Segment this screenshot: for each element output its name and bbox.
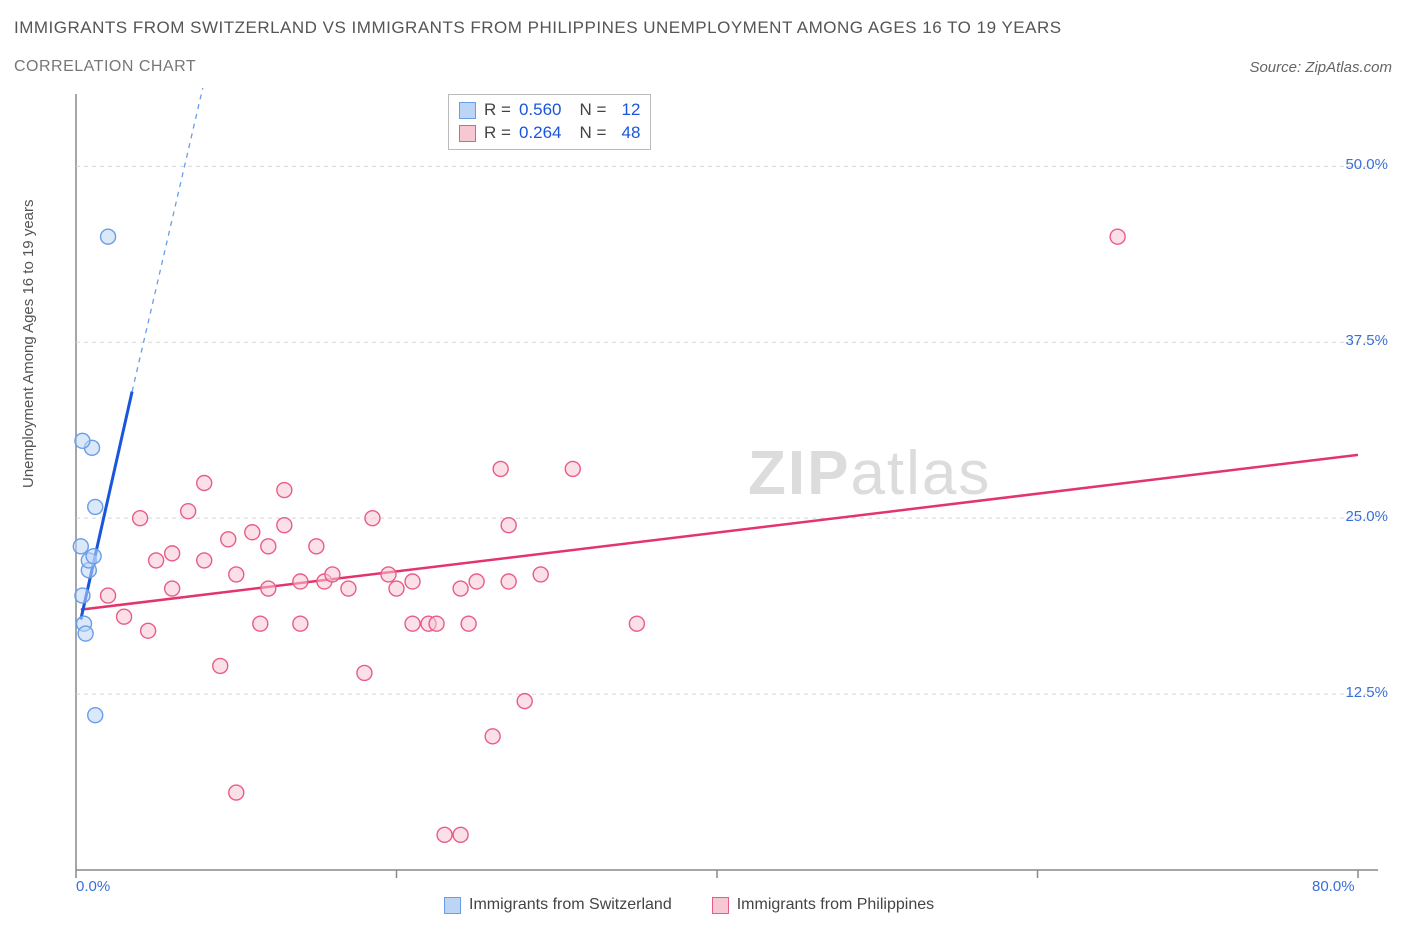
legend-item: Immigrants from Philippines [712, 896, 934, 914]
plot-region: ZIPatlas R =0.560N =12R =0.264N =48 [68, 88, 1392, 886]
scatter-plot-svg [68, 88, 1392, 886]
stats-row: R = 0.264 N = 48 [459, 122, 640, 145]
swatch [459, 102, 476, 119]
x-tick-label: 0.0% [76, 878, 110, 895]
y-tick-label: 37.5% [1345, 332, 1388, 349]
stat-n-label: N = [579, 122, 606, 145]
x-tick-label: 80.0% [1312, 878, 1355, 895]
y-tick-label: 25.0% [1345, 508, 1388, 525]
stats-row: R = 0.560 N = 12 [459, 99, 640, 122]
source-label: Source: ZipAtlas.com [1249, 59, 1392, 76]
stats-legend-box: R = 0.560 N = 12 R = 0.264 N = 48 [448, 94, 651, 150]
stat-n-value: 48 [614, 122, 640, 145]
chart-subtitle: CORRELATION CHART [14, 58, 196, 76]
swatch [444, 897, 461, 914]
swatch [712, 897, 729, 914]
y-tick-label: 12.5% [1345, 684, 1388, 701]
stat-n-value: 12 [614, 99, 640, 122]
bottom-legend: Immigrants from Switzerland Immigrants fr… [444, 896, 934, 914]
stat-n-label: N = [579, 99, 606, 122]
y-axis-label: Unemployment Among Ages 16 to 19 years [20, 199, 37, 488]
swatch [459, 125, 476, 142]
stat-r-value: 0.560 [519, 99, 562, 122]
legend-item: Immigrants from Switzerland [444, 896, 672, 914]
stat-r-label: R = [484, 122, 511, 145]
chart-title: IMMIGRANTS FROM SWITZERLAND VS IMMIGRANT… [14, 18, 1062, 38]
stat-r-label: R = [484, 99, 511, 122]
chart-area: Unemployment Among Ages 16 to 19 years Z… [14, 88, 1392, 916]
y-tick-label: 50.0% [1345, 156, 1388, 173]
stat-r-value: 0.264 [519, 122, 562, 145]
subtitle-row: CORRELATION CHART Source: ZipAtlas.com [14, 58, 1392, 76]
legend-label: Immigrants from Switzerland [469, 896, 672, 914]
legend-label: Immigrants from Philippines [737, 896, 934, 914]
